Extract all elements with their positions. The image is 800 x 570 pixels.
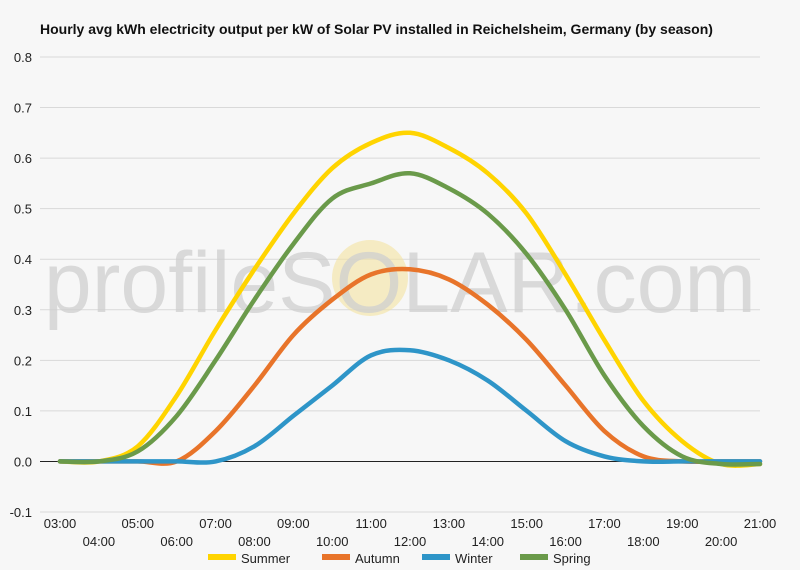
x-tick-label: 03:00 [44, 516, 77, 531]
legend-item-summer: Summer [208, 551, 291, 566]
x-tick-label: 13:00 [433, 516, 466, 531]
y-tick-label: 0.4 [14, 252, 32, 267]
legend-swatch [208, 554, 236, 560]
series-line-summer [57, 130, 763, 468]
x-tick-label: 07:00 [199, 516, 232, 531]
series-lines [57, 130, 763, 468]
legend-label: Autumn [355, 551, 400, 566]
x-tick-label: 19:00 [666, 516, 699, 531]
y-tick-label: 0.7 [14, 101, 32, 116]
y-tick-label: 0.0 [14, 454, 32, 469]
x-tick-label: 14:00 [472, 534, 505, 549]
y-tick-label: 0.8 [14, 50, 32, 65]
y-tick-label: 0.5 [14, 202, 32, 217]
series-line-winter [57, 347, 763, 465]
x-tick-label: 04:00 [83, 534, 116, 549]
legend-label: Spring [553, 551, 591, 566]
y-tick-label: 0.6 [14, 151, 32, 166]
legend-label: Summer [241, 551, 291, 566]
x-tick-label: 15:00 [510, 516, 543, 531]
x-tick-label: 17:00 [588, 516, 621, 531]
legend-label: Winter [455, 551, 493, 566]
x-axis-ticks: 03:00 05:00 07:00 09:00 11:00 13:00 15:00 17:00… [44, 516, 777, 549]
legend: Summer Autumn Winter Spring [208, 551, 591, 566]
x-tick-label: 06:00 [160, 534, 193, 549]
y-tick-label: 0.1 [14, 404, 32, 419]
y-tick-label: 0.2 [14, 353, 32, 368]
x-tick-label: 10:00 [316, 534, 349, 549]
y-tick-label: 0.3 [14, 303, 32, 318]
legend-swatch [422, 554, 450, 560]
series-line-spring [57, 171, 763, 467]
x-tick-label: 20:00 [705, 534, 738, 549]
y-axis-ticks: -0.1 0.0 0.1 0.2 0.3 0.4 0.5 0.6 0.7 0.8 [10, 50, 32, 520]
x-tick-label: 21:00 [744, 516, 777, 531]
x-tick-label: 09:00 [277, 516, 310, 531]
x-tick-label: 11:00 [355, 516, 387, 531]
x-tick-label: 05:00 [122, 516, 155, 531]
watermark-text: profileSOLAR.com [44, 235, 756, 331]
legend-item-autumn: Autumn [322, 551, 400, 566]
x-tick-label: 12:00 [394, 534, 427, 549]
legend-item-winter: Winter [422, 551, 493, 566]
x-tick-label: 18:00 [627, 534, 660, 549]
x-tick-label: 16:00 [549, 534, 582, 549]
watermark: profileSOLAR.com [44, 235, 756, 331]
legend-swatch [322, 554, 350, 560]
y-tick-label: -0.1 [10, 505, 32, 520]
legend-item-spring: Spring [520, 551, 591, 566]
watermark-sun-icon [332, 240, 408, 316]
x-tick-label: 08:00 [238, 534, 271, 549]
legend-swatch [520, 554, 548, 560]
chart-title: Hourly avg kWh electricity output per kW… [40, 21, 713, 37]
